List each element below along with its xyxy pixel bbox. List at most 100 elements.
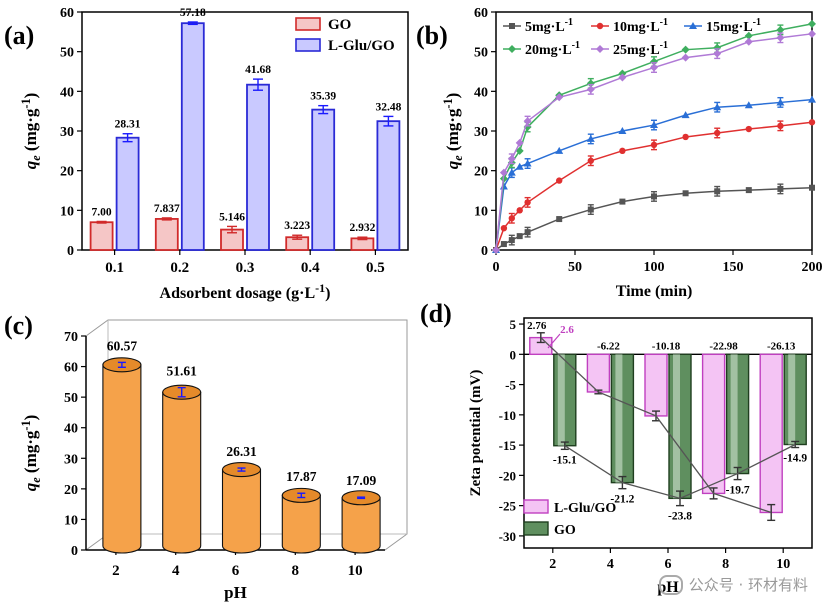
- legend-sup: -1: [660, 17, 668, 28]
- data-point-b: [555, 146, 564, 154]
- panel-label-c: (c): [4, 311, 33, 340]
- x-tick-label-c: 10: [348, 563, 363, 579]
- data-label-c: 60.57: [107, 338, 138, 353]
- y-tick-label-a: 10: [60, 204, 74, 219]
- legend-label-a: L-Glu/GO: [328, 38, 395, 54]
- cylinder-body-c: [341, 497, 381, 554]
- y-tick-label-c: 20: [64, 483, 78, 498]
- x-tick-label-b: 200: [802, 260, 823, 275]
- data-label-d: -23.8: [668, 511, 692, 523]
- data-point-b: [777, 122, 784, 130]
- data-label-d: -14.9: [783, 453, 807, 465]
- panel-label-d: (d): [420, 299, 452, 328]
- watermark: 公众号 · 环材有料: [658, 574, 808, 595]
- bar-lglu-d: [701, 353, 726, 495]
- cylinder-body-c: [221, 469, 262, 554]
- y-tick-label-d: -5: [505, 378, 516, 393]
- bar-lglu-d: [586, 353, 611, 393]
- legend-marker-b: [689, 22, 697, 29]
- y-tick-label-a: 0: [67, 244, 74, 259]
- data-point-b: [500, 241, 507, 248]
- data-point-b: [524, 229, 531, 236]
- ylabel-sub: e: [451, 155, 465, 161]
- data-point-b: [650, 141, 658, 149]
- data-point-b: [714, 188, 721, 195]
- x-tick-label-d: 2: [549, 557, 556, 572]
- bar-go: [89, 221, 114, 251]
- legend-marker-b: [596, 22, 604, 30]
- data-point-b: [713, 43, 722, 52]
- x-tick-label-c: 4: [172, 563, 180, 579]
- legend-sup: -1: [660, 40, 668, 51]
- y-tick-label-b: 40: [474, 85, 488, 100]
- watermark-text: 公众号 · 环材有料: [688, 576, 808, 594]
- ylabel-unit: (mg·g: [443, 108, 462, 155]
- bar-lglu: [246, 83, 270, 251]
- data-point-b: [515, 146, 524, 155]
- y-tick-label-a: 60: [60, 6, 74, 21]
- data-point-b: [808, 29, 816, 38]
- data-point-b: [714, 129, 721, 137]
- y-tick-label-c: 60: [64, 361, 78, 376]
- data-point-b: [586, 79, 595, 88]
- x-tick-label-b: 100: [644, 260, 665, 275]
- x-tick-label-c: 8: [292, 563, 300, 579]
- data-point-b: [808, 19, 816, 28]
- y-axis-label-a: qe (mg·g-1): [19, 93, 43, 170]
- y-tick-label-c: 30: [64, 452, 78, 467]
- y-tick-label-b: 30: [474, 125, 488, 140]
- data-label-a: 2.932: [349, 222, 375, 234]
- x-tick-label-d: 10: [776, 557, 790, 572]
- data-point-b: [682, 190, 689, 197]
- ylabel-q: q: [21, 160, 40, 169]
- trend-line-lglu-d: [540, 337, 772, 514]
- y-tick-label-d: 0: [510, 347, 517, 362]
- data-point-b: [744, 101, 753, 109]
- y-tick-label-a: 40: [60, 85, 74, 100]
- x-tick-label-a: 0.4: [301, 260, 320, 276]
- data-point-b: [586, 134, 595, 142]
- data-point-b: [650, 121, 658, 129]
- data-point-b: [500, 224, 508, 232]
- legend-label-b: 5mg·L-1: [525, 17, 573, 35]
- cylinder-body-c: [281, 494, 321, 554]
- data-point-b: [499, 168, 508, 177]
- x-tick-label-a: 0.1: [105, 260, 124, 276]
- bar-lglu: [376, 120, 401, 251]
- bar-go-d-highlight: [673, 354, 680, 499]
- legend-name: 15mg·L: [706, 20, 753, 35]
- bar-go-d-highlight: [557, 354, 565, 446]
- data-label-d: -26.13: [767, 340, 796, 352]
- bar-lglu-d: [759, 353, 783, 514]
- data-point-b: [586, 85, 595, 94]
- ylabel-unit: (mg·g: [21, 108, 40, 155]
- y-tick-label-d: -25: [499, 499, 517, 514]
- bar-go-d-highlight: [730, 354, 738, 474]
- x-axis-label-b: Time (min): [616, 283, 693, 300]
- legend-label-b: 25mg·L-1: [613, 40, 668, 58]
- y-tick-label-d: -20: [499, 468, 516, 483]
- data-label-c: 51.61: [167, 364, 198, 379]
- bar-go-d-highlight: [788, 354, 796, 445]
- x-axis-label-c: pH: [224, 583, 247, 602]
- legend-label-b: 10mg·L-1: [613, 17, 668, 35]
- data-point-b: [808, 119, 816, 126]
- x-tick-label-c: 6: [232, 563, 240, 579]
- cylinder-body-c: [162, 391, 202, 554]
- y-tick-label-c: 40: [64, 422, 78, 437]
- y-axis-label-d: Zeta potential (mV): [468, 370, 484, 497]
- y-tick-label-c: 50: [64, 391, 78, 406]
- data-point-b: [744, 31, 753, 40]
- legend-name: 20mg·L: [525, 43, 572, 58]
- x-tick-label-b: 0: [493, 260, 500, 275]
- legend-name: 25mg·L: [613, 43, 660, 58]
- data-point-b: [523, 117, 532, 126]
- bar-lglu: [311, 108, 336, 251]
- legend-swatch-d: [523, 521, 549, 536]
- y-tick-label-b: 10: [474, 204, 488, 219]
- data-point-b: [523, 159, 532, 167]
- data-label-d: -15.1: [553, 454, 577, 466]
- data-label-c: 17.09: [346, 473, 377, 488]
- data-point-b: [508, 215, 515, 222]
- y-tick-label-d: -30: [499, 529, 516, 544]
